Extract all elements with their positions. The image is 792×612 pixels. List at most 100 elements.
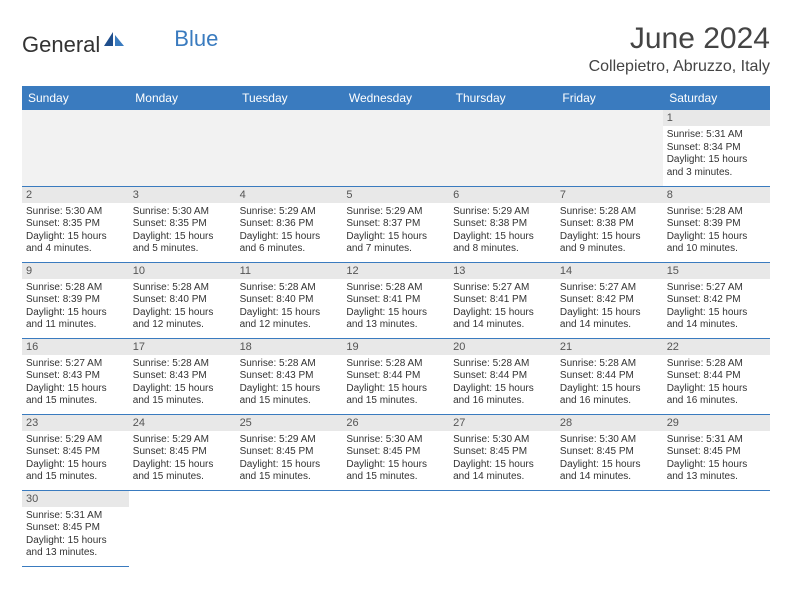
day-header: Tuesday [236, 86, 343, 110]
day-content: Sunrise: 5:30 AMSunset: 8:35 PMDaylight:… [129, 203, 236, 260]
day-line: Daylight: 15 hours [453, 459, 552, 472]
day-line: Sunset: 8:45 PM [560, 446, 659, 459]
day-line: and 16 minutes. [453, 395, 552, 408]
day-line: and 15 minutes. [133, 395, 232, 408]
day-content: Sunrise: 5:28 AMSunset: 8:41 PMDaylight:… [342, 279, 449, 336]
day-line: Daylight: 15 hours [346, 307, 445, 320]
day-line: Daylight: 15 hours [240, 459, 339, 472]
calendar-cell: 4Sunrise: 5:29 AMSunset: 8:36 PMDaylight… [236, 186, 343, 262]
calendar-cell: 13Sunrise: 5:27 AMSunset: 8:41 PMDayligh… [449, 262, 556, 338]
day-number: 9 [22, 263, 129, 279]
day-content: Sunrise: 5:28 AMSunset: 8:40 PMDaylight:… [236, 279, 343, 336]
day-content: Sunrise: 5:29 AMSunset: 8:37 PMDaylight:… [342, 203, 449, 260]
day-content: Sunrise: 5:27 AMSunset: 8:42 PMDaylight:… [556, 279, 663, 336]
day-number: 28 [556, 415, 663, 431]
day-line: Sunset: 8:38 PM [453, 218, 552, 231]
day-content: Sunrise: 5:28 AMSunset: 8:39 PMDaylight:… [663, 203, 770, 260]
day-line: Sunrise: 5:30 AM [26, 206, 125, 219]
calendar-cell: 19Sunrise: 5:28 AMSunset: 8:44 PMDayligh… [342, 338, 449, 414]
day-line: Daylight: 15 hours [560, 231, 659, 244]
day-line: Sunrise: 5:28 AM [346, 282, 445, 295]
day-header: Saturday [663, 86, 770, 110]
calendar-cell [22, 110, 129, 186]
calendar-row: 9Sunrise: 5:28 AMSunset: 8:39 PMDaylight… [22, 262, 770, 338]
day-line: Sunrise: 5:29 AM [346, 206, 445, 219]
day-line: Daylight: 15 hours [560, 307, 659, 320]
day-line: and 12 minutes. [133, 319, 232, 332]
day-content: Sunrise: 5:30 AMSunset: 8:45 PMDaylight:… [449, 431, 556, 488]
day-number: 18 [236, 339, 343, 355]
calendar-cell: 9Sunrise: 5:28 AMSunset: 8:39 PMDaylight… [22, 262, 129, 338]
day-line: Daylight: 15 hours [560, 383, 659, 396]
calendar-cell: 18Sunrise: 5:28 AMSunset: 8:43 PMDayligh… [236, 338, 343, 414]
calendar-cell [342, 110, 449, 186]
day-header: Friday [556, 86, 663, 110]
day-line: Sunrise: 5:29 AM [453, 206, 552, 219]
day-number: 5 [342, 187, 449, 203]
logo-text-2: Blue [174, 26, 218, 52]
day-line: Daylight: 15 hours [26, 383, 125, 396]
day-line: and 16 minutes. [560, 395, 659, 408]
day-number: 8 [663, 187, 770, 203]
day-line: Sunset: 8:43 PM [26, 370, 125, 383]
day-line: Sunrise: 5:30 AM [560, 434, 659, 447]
day-line: Sunrise: 5:28 AM [667, 358, 766, 371]
day-number: 23 [22, 415, 129, 431]
day-number: 24 [129, 415, 236, 431]
calendar-cell: 7Sunrise: 5:28 AMSunset: 8:38 PMDaylight… [556, 186, 663, 262]
header: General Blue June 2024 Collepietro, Abru… [22, 22, 770, 76]
day-content: Sunrise: 5:30 AMSunset: 8:45 PMDaylight:… [556, 431, 663, 488]
calendar-cell: 28Sunrise: 5:30 AMSunset: 8:45 PMDayligh… [556, 414, 663, 490]
calendar-cell [663, 490, 770, 566]
logo: General Blue [22, 22, 170, 58]
day-number: 16 [22, 339, 129, 355]
day-line: and 10 minutes. [667, 243, 766, 256]
day-line: Sunrise: 5:29 AM [240, 434, 339, 447]
day-number: 4 [236, 187, 343, 203]
day-line: Sunrise: 5:28 AM [240, 282, 339, 295]
day-line: Sunrise: 5:30 AM [346, 434, 445, 447]
day-content: Sunrise: 5:29 AMSunset: 8:36 PMDaylight:… [236, 203, 343, 260]
day-line: Daylight: 15 hours [240, 307, 339, 320]
day-number: 30 [22, 491, 129, 507]
day-line: Sunrise: 5:31 AM [667, 129, 766, 142]
calendar-table: Sunday Monday Tuesday Wednesday Thursday… [22, 86, 770, 567]
calendar-cell [129, 490, 236, 566]
calendar-cell: 1Sunrise: 5:31 AMSunset: 8:34 PMDaylight… [663, 110, 770, 186]
day-content: Sunrise: 5:28 AMSunset: 8:44 PMDaylight:… [556, 355, 663, 412]
calendar-cell: 2Sunrise: 5:30 AMSunset: 8:35 PMDaylight… [22, 186, 129, 262]
day-line: Daylight: 15 hours [133, 383, 232, 396]
day-line: Sunset: 8:44 PM [667, 370, 766, 383]
day-number: 15 [663, 263, 770, 279]
day-line: and 13 minutes. [26, 547, 125, 560]
day-line: Sunset: 8:40 PM [240, 294, 339, 307]
day-line: Sunset: 8:40 PM [133, 294, 232, 307]
day-content: Sunrise: 5:30 AMSunset: 8:35 PMDaylight:… [22, 203, 129, 260]
calendar-cell: 17Sunrise: 5:28 AMSunset: 8:43 PMDayligh… [129, 338, 236, 414]
day-number: 10 [129, 263, 236, 279]
day-line: Sunset: 8:45 PM [346, 446, 445, 459]
calendar-cell: 27Sunrise: 5:30 AMSunset: 8:45 PMDayligh… [449, 414, 556, 490]
day-line: Sunset: 8:36 PM [240, 218, 339, 231]
calendar-cell [236, 490, 343, 566]
day-number: 11 [236, 263, 343, 279]
day-line: Daylight: 15 hours [26, 307, 125, 320]
title-block: June 2024 Collepietro, Abruzzo, Italy [589, 22, 770, 76]
day-line: Sunset: 8:45 PM [26, 446, 125, 459]
day-line: Sunrise: 5:28 AM [667, 206, 766, 219]
day-line: and 13 minutes. [667, 471, 766, 484]
day-content: Sunrise: 5:27 AMSunset: 8:42 PMDaylight:… [663, 279, 770, 336]
day-line: and 15 minutes. [240, 395, 339, 408]
calendar-cell [236, 110, 343, 186]
day-line: Sunset: 8:45 PM [667, 446, 766, 459]
calendar-cell: 15Sunrise: 5:27 AMSunset: 8:42 PMDayligh… [663, 262, 770, 338]
day-line: and 15 minutes. [240, 471, 339, 484]
calendar-cell: 14Sunrise: 5:27 AMSunset: 8:42 PMDayligh… [556, 262, 663, 338]
day-line: Sunset: 8:44 PM [346, 370, 445, 383]
day-line: Daylight: 15 hours [346, 383, 445, 396]
day-line: Daylight: 15 hours [133, 307, 232, 320]
day-line: Daylight: 15 hours [26, 231, 125, 244]
day-line: Sunset: 8:45 PM [26, 522, 125, 535]
day-number: 14 [556, 263, 663, 279]
day-number: 6 [449, 187, 556, 203]
